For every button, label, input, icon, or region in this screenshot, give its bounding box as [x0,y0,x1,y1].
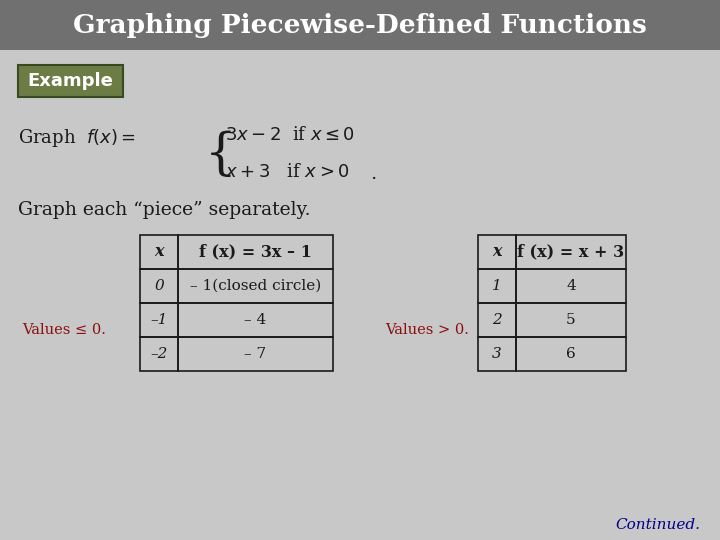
Bar [478,235,516,269]
Text: 6: 6 [566,347,576,361]
Text: Example: Example [27,72,113,90]
Bar [178,235,333,269]
Bar [516,337,626,371]
Text: – 1(closed circle): – 1(closed circle) [190,279,321,293]
Bar [0,0,720,50]
Text: – 4: – 4 [244,313,266,327]
Text: x: x [154,244,163,260]
Bar [516,235,626,269]
Bar [140,337,178,371]
Text: $3x-2$  if $x\leq0$: $3x-2$ if $x\leq0$ [225,126,355,144]
Text: f (x) = x + 3: f (x) = x + 3 [518,244,624,260]
Text: 1: 1 [492,279,502,293]
Text: Graphing Piecewise-Defined Functions: Graphing Piecewise-Defined Functions [73,12,647,37]
Text: $x+3$   if $x>0$: $x+3$ if $x>0$ [225,163,350,181]
Text: Values ≤ 0.: Values ≤ 0. [22,323,106,337]
Bar [478,269,516,303]
Text: 4: 4 [566,279,576,293]
Text: 0: 0 [154,279,164,293]
Text: –1: –1 [150,313,168,327]
Bar [178,337,333,371]
Text: Values > 0.: Values > 0. [385,323,469,337]
Text: 5: 5 [566,313,576,327]
Text: .: . [370,165,377,183]
Text: x: x [492,244,502,260]
Text: – 7: – 7 [244,347,266,361]
Text: Graph  $f(x)=$: Graph $f(x)=$ [18,127,136,149]
Text: f (x) = 3x – 1: f (x) = 3x – 1 [199,244,312,260]
Bar [178,303,333,337]
Text: Continued.: Continued. [615,518,700,532]
Text: 2: 2 [492,313,502,327]
Bar [178,269,333,303]
Bar [478,337,516,371]
Text: –2: –2 [150,347,168,361]
Bar [18,65,123,97]
Bar [140,303,178,337]
Text: {: { [205,130,237,180]
Text: 3: 3 [492,347,502,361]
Bar [140,235,178,269]
Bar [516,303,626,337]
Text: Graph each “piece” separately.: Graph each “piece” separately. [18,201,310,219]
Bar [140,269,178,303]
Bar [478,303,516,337]
Bar [516,269,626,303]
